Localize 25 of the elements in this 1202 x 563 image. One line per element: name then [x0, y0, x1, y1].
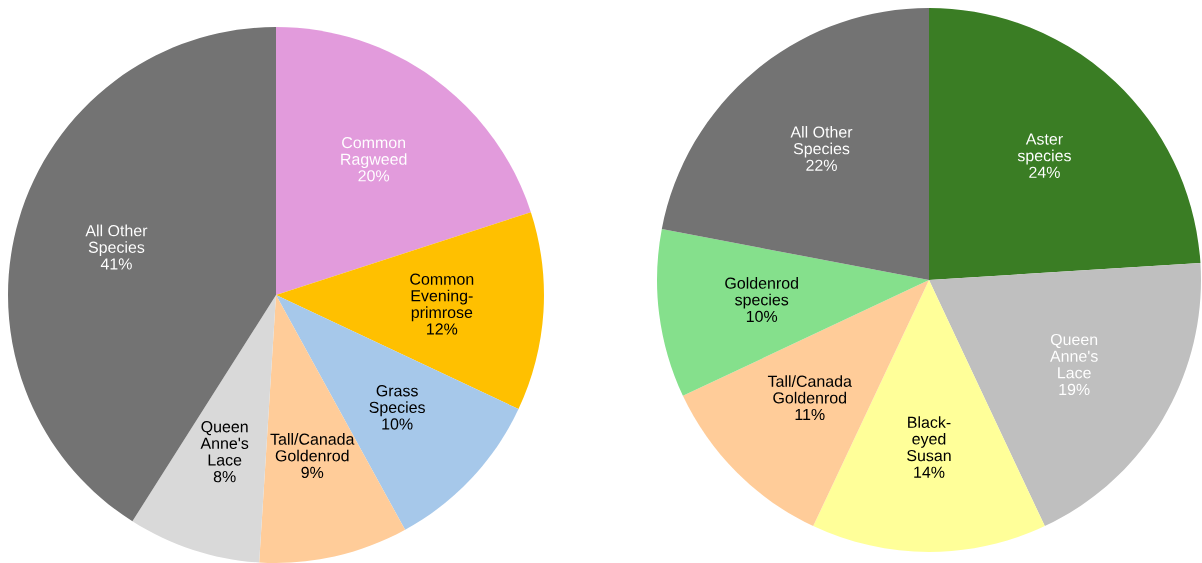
data-label: 12%: [427, 323, 458, 335]
slice-label: Tall/Canada Goldenrod: [270, 433, 355, 462]
data-label: 11%: [795, 408, 825, 421]
data-label: 20%: [358, 170, 390, 182]
data-label: 22%: [806, 159, 837, 171]
data-label: 10%: [746, 310, 778, 323]
pie-slice: [929, 8, 1201, 280]
slice-label: Common Ragweed: [341, 136, 407, 169]
slice-label: Queen Anne's Lace: [200, 421, 249, 466]
slice-label: Aster species: [1017, 133, 1071, 165]
slice-label: Black- eyed Susan: [907, 416, 951, 462]
slice-label: Goldenrod species: [725, 277, 798, 309]
slice-label: Grass Species: [369, 385, 425, 417]
data-label: 24%: [1029, 166, 1060, 178]
slice-label: Tall/Canada Goldenrod: [767, 375, 852, 404]
slice-label: All Other Species: [85, 224, 148, 257]
data-label: 9%: [301, 466, 324, 479]
data-label: 41%: [100, 258, 132, 270]
slice-label: Common Evening- primrose: [410, 273, 474, 322]
data-label: 8%: [213, 470, 236, 483]
data-label: 10%: [382, 418, 413, 430]
slice-label: All Other Species: [790, 125, 853, 158]
slice-label: Queen Anne's Lace: [1050, 333, 1098, 379]
data-label: 14%: [914, 466, 945, 478]
data-label: 19%: [1059, 383, 1090, 396]
